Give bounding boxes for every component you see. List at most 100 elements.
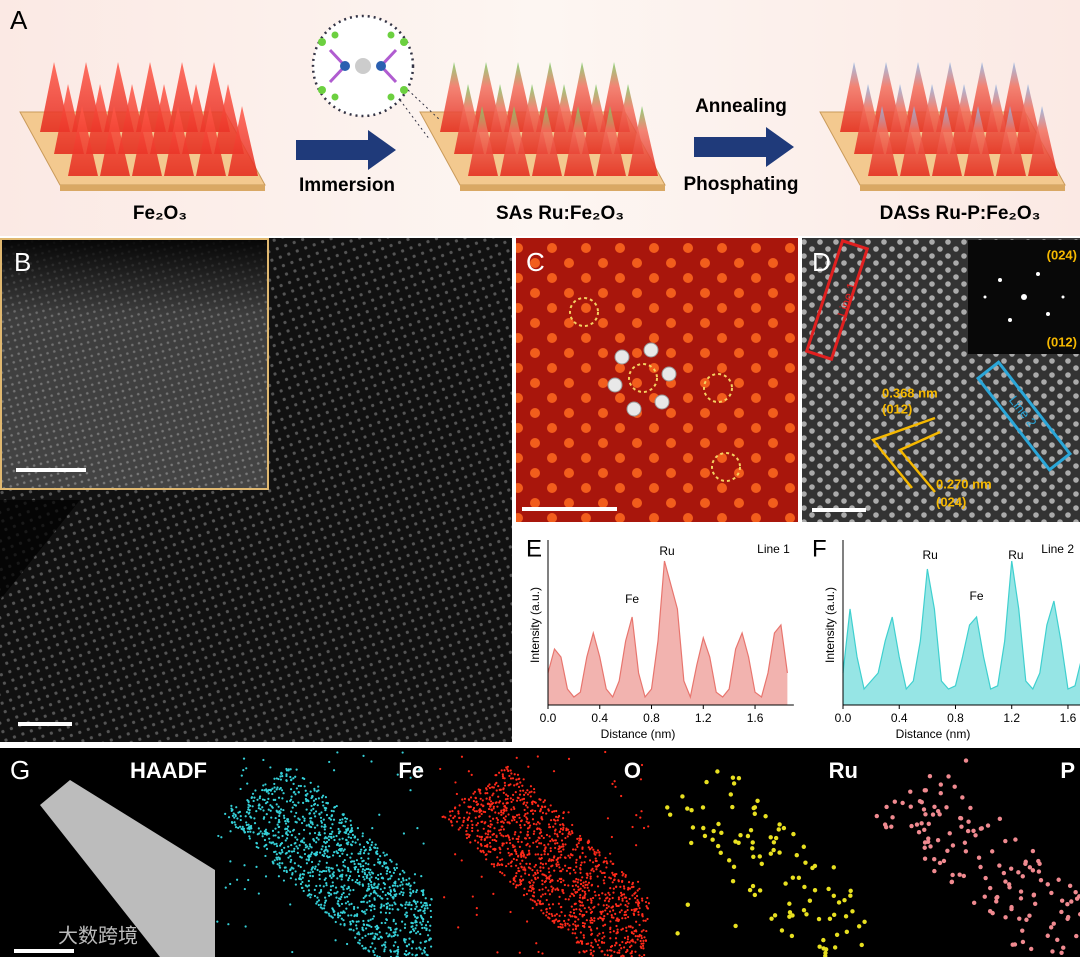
element-dot (358, 881, 361, 884)
element-dot (485, 797, 488, 800)
element-dot (311, 875, 314, 878)
element-dot (515, 814, 519, 817)
element-dot (505, 802, 508, 805)
element-dot (236, 817, 239, 820)
element-dot (582, 881, 585, 884)
element-dot (908, 804, 913, 809)
element-dot (602, 917, 605, 920)
element-dot (745, 833, 751, 839)
element-dot (730, 878, 736, 884)
element-dot (472, 792, 475, 795)
element-dot (309, 781, 312, 784)
element-dot (518, 816, 521, 819)
element-dot (336, 913, 340, 917)
element-dot (606, 896, 609, 899)
element-dot (987, 885, 993, 891)
element-dot (486, 802, 489, 805)
element-dot (498, 771, 501, 774)
nanocone (596, 106, 626, 176)
element-dot (965, 828, 971, 834)
element-dot (971, 900, 977, 906)
element-dot (307, 884, 311, 887)
element-dot (553, 921, 556, 924)
element-dot (295, 821, 298, 824)
element-dot (333, 850, 336, 854)
element-dot (1023, 861, 1028, 867)
element-dot (616, 951, 619, 954)
element-dot (449, 814, 452, 817)
element-dot (559, 925, 562, 929)
element-dot (571, 831, 574, 835)
element-dot (277, 875, 281, 878)
element-dot (589, 908, 592, 911)
element-dot (292, 867, 295, 870)
element-dot (304, 793, 307, 797)
molecule (311, 14, 441, 141)
element-dot (346, 895, 349, 898)
element-dot (506, 768, 509, 771)
element-dot (577, 885, 580, 888)
element-dot (559, 923, 562, 926)
arrow-label: Immersion (299, 175, 395, 196)
element-dot (558, 845, 561, 848)
element-dot (400, 880, 403, 884)
element-dot (1028, 946, 1034, 952)
element-dot (610, 835, 613, 839)
element-dot (389, 926, 392, 930)
element-dot (363, 878, 366, 881)
element-dot (609, 886, 612, 890)
element-dot (598, 854, 601, 857)
element-dot (248, 835, 251, 838)
element-dot (539, 828, 542, 831)
element-dot (367, 867, 370, 871)
element-dot (532, 841, 535, 844)
element-dot (496, 864, 499, 867)
element-dot (494, 783, 497, 786)
element-dot (613, 950, 616, 954)
element-dot (411, 953, 414, 956)
element-dot (575, 925, 578, 928)
element-dot (576, 845, 579, 849)
element-dot (599, 910, 602, 913)
element-dot (612, 930, 615, 933)
element-dot (544, 886, 547, 889)
element-dot (590, 846, 593, 849)
element-dot (560, 853, 563, 856)
element-dot (430, 898, 433, 901)
element-dot (392, 896, 395, 899)
element-dot (543, 853, 546, 856)
element-dot (338, 838, 341, 841)
element-dot (543, 873, 546, 877)
element-dot (521, 850, 524, 853)
element-dot (592, 950, 595, 953)
element-dot (520, 875, 523, 878)
element-dot (502, 791, 505, 794)
element-dot (353, 866, 356, 869)
element-dot (556, 861, 559, 864)
element-dot (505, 841, 508, 844)
element-dot (302, 841, 306, 844)
element-dot (563, 883, 566, 887)
element-dot (361, 944, 364, 947)
element-dot (581, 876, 584, 879)
element-dot (968, 805, 973, 811)
element-dot (220, 836, 223, 839)
element-dot (353, 905, 356, 909)
element-dot (409, 894, 412, 897)
element-dot (365, 908, 368, 911)
element-dot (512, 877, 515, 880)
element-dot (558, 914, 561, 917)
y-axis-label: Intensity (a.u.) (528, 587, 542, 663)
element-dot (475, 810, 478, 813)
element-dot (779, 928, 785, 933)
element-dot (629, 925, 632, 928)
element-dot (519, 882, 523, 886)
element-dot (428, 929, 431, 932)
element-dot (777, 850, 782, 855)
element-dot (572, 911, 576, 915)
element-dot (471, 895, 474, 898)
element-dot (488, 796, 492, 799)
element-dot (325, 855, 329, 858)
fft-label: (024) (1047, 247, 1077, 262)
element-dot (257, 846, 260, 849)
